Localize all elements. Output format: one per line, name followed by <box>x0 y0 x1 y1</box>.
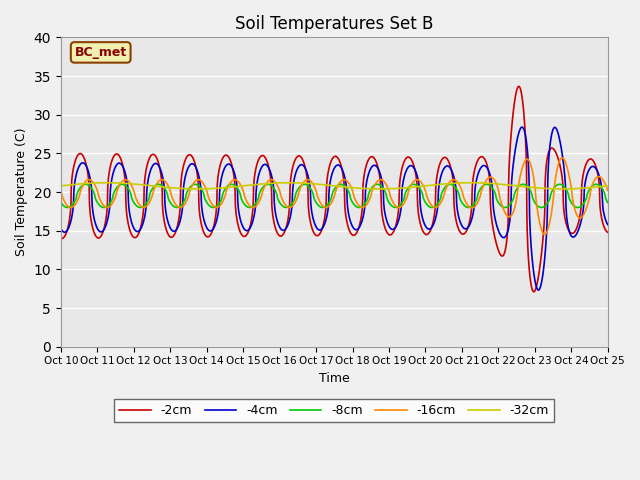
-16cm <box>262 182 269 188</box>
-8cm <box>431 204 438 209</box>
-4cm <box>262 162 269 168</box>
-4cm <box>518 124 526 130</box>
-4cm <box>430 220 438 226</box>
-32cm <box>283 180 291 186</box>
Line: -16cm: -16cm <box>61 158 608 235</box>
-2cm <box>57 235 65 241</box>
-4cm <box>174 225 182 230</box>
-32cm <box>431 182 438 188</box>
-2cm <box>280 230 288 236</box>
-2cm <box>515 84 523 89</box>
Title: Soil Temperatures Set B: Soil Temperatures Set B <box>235 15 433 33</box>
-4cm <box>57 226 65 232</box>
-2cm <box>262 155 269 161</box>
-2cm <box>283 223 291 228</box>
-8cm <box>88 186 96 192</box>
-4cm <box>604 222 612 228</box>
-8cm <box>57 200 65 205</box>
-2cm <box>88 223 96 229</box>
-8cm <box>374 181 381 187</box>
-32cm <box>604 183 612 189</box>
Line: -8cm: -8cm <box>61 184 608 207</box>
-2cm <box>604 229 612 235</box>
-32cm <box>88 180 96 186</box>
-32cm <box>102 180 110 186</box>
-8cm <box>174 204 182 210</box>
-16cm <box>57 188 65 193</box>
-8cm <box>262 182 269 188</box>
-4cm <box>534 287 542 293</box>
-16cm <box>280 200 288 206</box>
-16cm <box>88 179 96 184</box>
-16cm <box>604 188 612 193</box>
-32cm <box>174 185 182 191</box>
-8cm <box>392 204 399 210</box>
-16cm <box>430 204 438 210</box>
-2cm <box>430 214 438 219</box>
-4cm <box>88 203 96 208</box>
-4cm <box>283 225 291 230</box>
-16cm <box>174 204 182 209</box>
-8cm <box>604 200 612 205</box>
-2cm <box>174 222 182 228</box>
-16cm <box>541 232 548 238</box>
Legend: -2cm, -4cm, -8cm, -16cm, -32cm: -2cm, -4cm, -8cm, -16cm, -32cm <box>115 399 554 422</box>
Text: BC_met: BC_met <box>75 46 127 59</box>
X-axis label: Time: Time <box>319 372 349 385</box>
-16cm <box>283 204 291 209</box>
Line: -4cm: -4cm <box>61 127 608 290</box>
-32cm <box>262 181 269 187</box>
-32cm <box>558 186 566 192</box>
-32cm <box>280 180 288 186</box>
-8cm <box>280 204 288 210</box>
-8cm <box>283 204 291 210</box>
-4cm <box>280 228 288 233</box>
-16cm <box>558 155 566 161</box>
Y-axis label: Soil Temperature (C): Soil Temperature (C) <box>15 128 28 256</box>
-2cm <box>530 289 538 295</box>
Line: -32cm: -32cm <box>61 183 608 189</box>
Line: -2cm: -2cm <box>61 86 608 292</box>
-32cm <box>57 183 65 189</box>
